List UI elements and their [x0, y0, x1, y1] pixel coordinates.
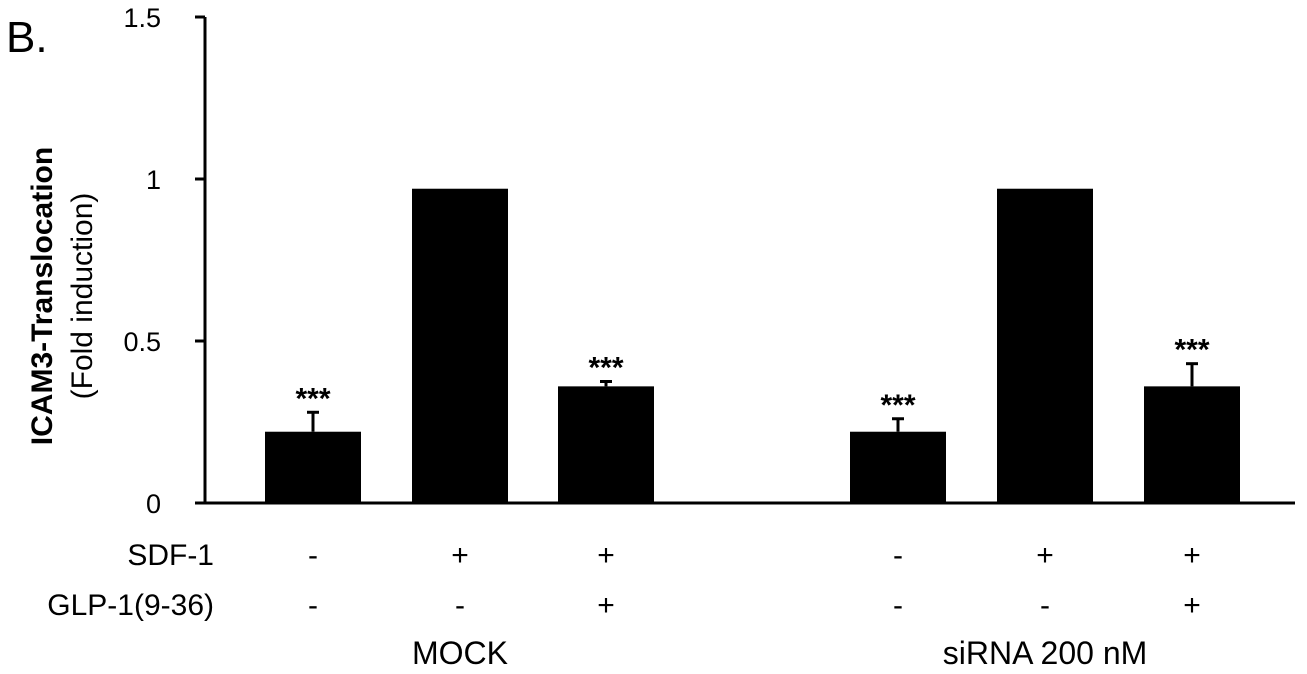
condition-value: +: [1183, 589, 1201, 622]
condition-value: -: [1040, 589, 1050, 622]
axes: 0 0.5 1 1.5: [123, 3, 1295, 519]
significance-marker: ***: [1174, 334, 1209, 367]
significance-marker: ***: [880, 389, 915, 422]
condition-value: -: [455, 589, 465, 622]
bar: [1144, 386, 1240, 503]
bar: [558, 386, 654, 503]
condition-value: -: [308, 589, 318, 622]
condition-value: -: [893, 589, 903, 622]
condition-value: +: [1036, 539, 1054, 572]
group-label: MOCK: [412, 635, 508, 671]
group-label: siRNA 200 nM: [943, 635, 1148, 671]
condition-value: -: [308, 539, 318, 572]
bar: [997, 188, 1093, 503]
bar: [265, 431, 361, 503]
bars: *** *** *** ***: [265, 188, 1240, 503]
bar: [850, 431, 946, 503]
bar: [412, 188, 508, 503]
condition-value: +: [597, 589, 615, 622]
condition-row-label: GLP-1(9-36): [47, 589, 214, 622]
condition-value: +: [451, 539, 469, 572]
significance-marker: ***: [295, 382, 330, 415]
condition-value: +: [1183, 539, 1201, 572]
y-tick-label: 0.5: [123, 327, 161, 357]
y-tick-label: 1.5: [123, 3, 161, 33]
condition-row-label: SDF-1: [127, 539, 214, 572]
y-tick-label: 1: [146, 165, 161, 195]
y-tick-label: 0: [146, 489, 161, 519]
y-axis-subtitle: (Fold induction): [66, 193, 99, 400]
condition-value: +: [597, 539, 615, 572]
condition-table: SDF-1 - + + - + + GLP-1(9-36) - - + - - +: [47, 539, 1201, 622]
group-labels: MOCK siRNA 200 nM: [412, 635, 1147, 671]
condition-value: -: [893, 539, 903, 572]
y-axis-title: ICAM3-Translocation: [26, 147, 59, 445]
y-axis-label: ICAM3-Translocation (Fold induction): [26, 147, 99, 445]
significance-marker: ***: [588, 352, 623, 385]
panel-label: B.: [6, 13, 48, 62]
